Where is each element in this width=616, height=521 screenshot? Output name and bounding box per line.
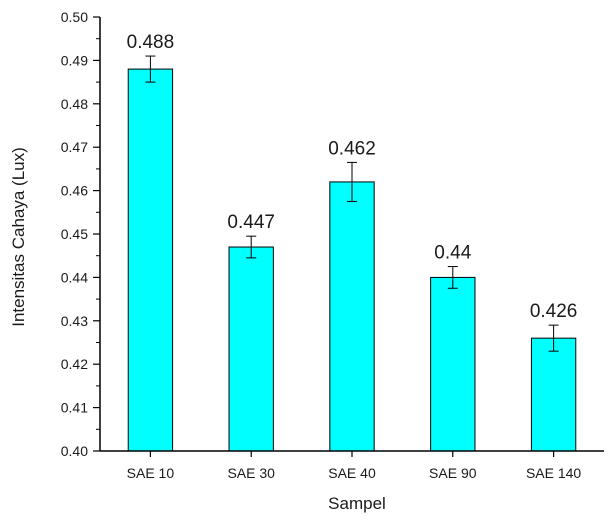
bar: [127, 68, 174, 452]
y-tick-label: 0.41: [61, 400, 88, 416]
bar: [228, 246, 274, 452]
y-tick-label: 0.42: [61, 356, 88, 372]
data-label: 0.426: [530, 301, 578, 322]
y-tick-label: 0.40: [61, 443, 88, 459]
data-label: 0.447: [227, 212, 275, 233]
y-tick-label: 0.46: [61, 183, 88, 199]
x-tick-label: SAE 40: [328, 465, 376, 481]
y-tick-label: 0.43: [61, 313, 88, 329]
plot-area: 0.40 0.41 0.42 0.43 0.44 0.45 0.46 0.47 0.48 0.49…: [61, 9, 604, 481]
x-tick-label: SAE 140: [526, 465, 581, 481]
data-label: 0.488: [127, 32, 175, 53]
x-axis-title: Sampel: [328, 494, 386, 513]
y-tick-label: 0.47: [61, 139, 88, 155]
y-tick-label: 0.50: [61, 9, 88, 25]
bar: [530, 337, 577, 452]
y-tick-label: 0.45: [61, 226, 88, 242]
data-label: 0.44: [434, 243, 471, 264]
y-tick-label: 0.44: [61, 269, 88, 285]
x-tick-label: SAE 10: [127, 465, 175, 481]
y-tick-label: 0.48: [61, 96, 88, 112]
data-label: 0.462: [328, 138, 376, 159]
bar: [329, 181, 375, 452]
y-tick-label: 0.49: [61, 52, 88, 68]
x-tick-label: SAE 90: [429, 465, 477, 481]
x-tick-label: SAE 30: [227, 465, 275, 481]
bar: [430, 276, 476, 452]
y-axis-title: Intensitas Cahaya (Lux): [9, 147, 28, 327]
